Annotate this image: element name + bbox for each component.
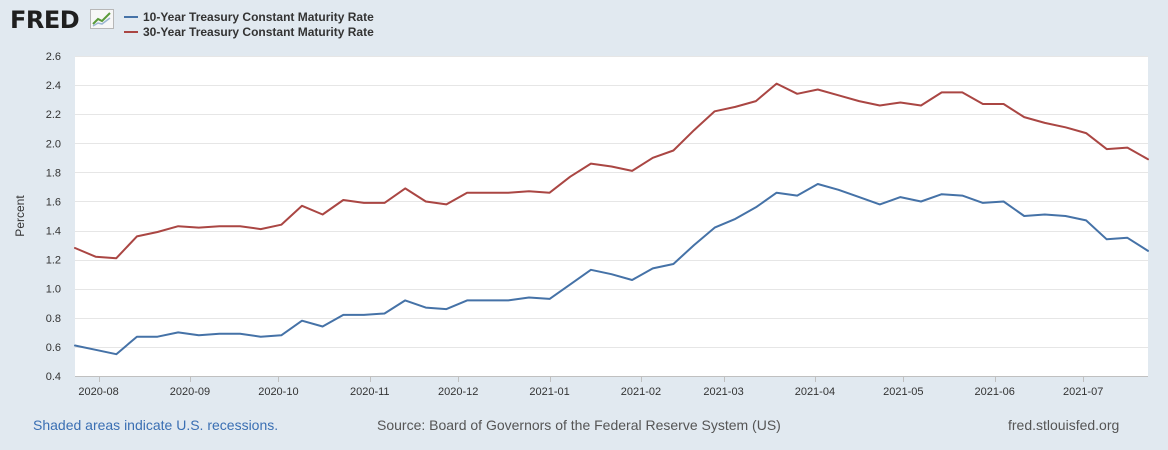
x-tick-label: 2021-02 [621, 386, 661, 398]
y-tick-label: 0.4 [46, 371, 61, 383]
y-tick-label: 0.8 [46, 313, 61, 325]
y-tick-label: 1.2 [46, 255, 61, 267]
y-tick-label: 1.8 [46, 167, 61, 179]
legend-label-10-year: 10-Year Treasury Constant Maturity Rate [143, 10, 374, 24]
chart-header: FRED 10-Year Treasury Constant Maturity … [0, 0, 1168, 50]
chart-footer: Shaded areas indicate U.S. recessions. S… [0, 412, 1168, 436]
x-tick-label: 2020-09 [170, 386, 210, 398]
x-axis-ticks: 2020-08 2020-09 2020-10 2020-11 2020-12 2021-… [78, 376, 1103, 398]
x-tick-label: 2020-10 [258, 386, 298, 398]
source-note: Source: Board of Governors of the Federa… [377, 417, 781, 433]
x-tick-label: 2021-05 [883, 386, 923, 398]
y-axis-label: Percent [13, 195, 27, 237]
fred-logo[interactable]: FRED [10, 6, 80, 34]
line-chart: 0.4 0.6 0.8 1.0 1.2 1.4 1.6 1.8 2.0 2.2 2.4 2.6 202… [13, 51, 1149, 398]
legend-swatch-10-year [124, 15, 138, 18]
x-tick-label: 2021-07 [1063, 386, 1103, 398]
recession-note-link[interactable]: Shaded areas indicate U.S. recessions. [33, 417, 279, 433]
y-tick-label: 0.6 [46, 342, 61, 354]
trend-chart-icon [90, 9, 114, 29]
plot-area [75, 56, 1148, 376]
data-series [74, 82, 1149, 356]
legend-label-30-year: 30-Year Treasury Constant Maturity Rate [143, 25, 374, 39]
fred-url[interactable]: fred.stlouisfed.org [1008, 417, 1120, 433]
series-line-10-year[interactable] [74, 183, 1149, 356]
y-tick-label: 2.4 [46, 80, 61, 92]
legend-swatch-30-year [124, 30, 138, 33]
y-axis-ticks: 0.4 0.6 0.8 1.0 1.2 1.4 1.6 1.8 2.0 2.2 2.4 2.6 [46, 51, 61, 383]
y-tick-label: 2.2 [46, 109, 61, 121]
y-tick-label: 2.0 [46, 138, 61, 150]
chart-legend: 10-Year Treasury Constant Maturity Rate … [124, 10, 374, 40]
x-tick-label: 2021-04 [795, 386, 835, 398]
x-tick-label: 2021-01 [529, 386, 569, 398]
x-tick-label: 2021-06 [975, 386, 1015, 398]
grid-lines [75, 56, 1148, 348]
series-line-30-year[interactable] [74, 82, 1149, 260]
y-tick-label: 1.6 [46, 196, 61, 208]
x-tick-label: 2020-12 [438, 386, 478, 398]
x-tick-label: 2021-03 [703, 386, 743, 398]
x-tick-label: 2020-08 [78, 386, 118, 398]
legend-item-30-year[interactable]: 30-Year Treasury Constant Maturity Rate [124, 25, 374, 40]
y-tick-label: 2.6 [46, 51, 61, 63]
x-tick-label: 2020-11 [350, 386, 390, 398]
y-tick-label: 1.4 [46, 226, 61, 238]
legend-item-10-year[interactable]: 10-Year Treasury Constant Maturity Rate [124, 10, 374, 25]
y-tick-label: 1.0 [46, 284, 61, 296]
